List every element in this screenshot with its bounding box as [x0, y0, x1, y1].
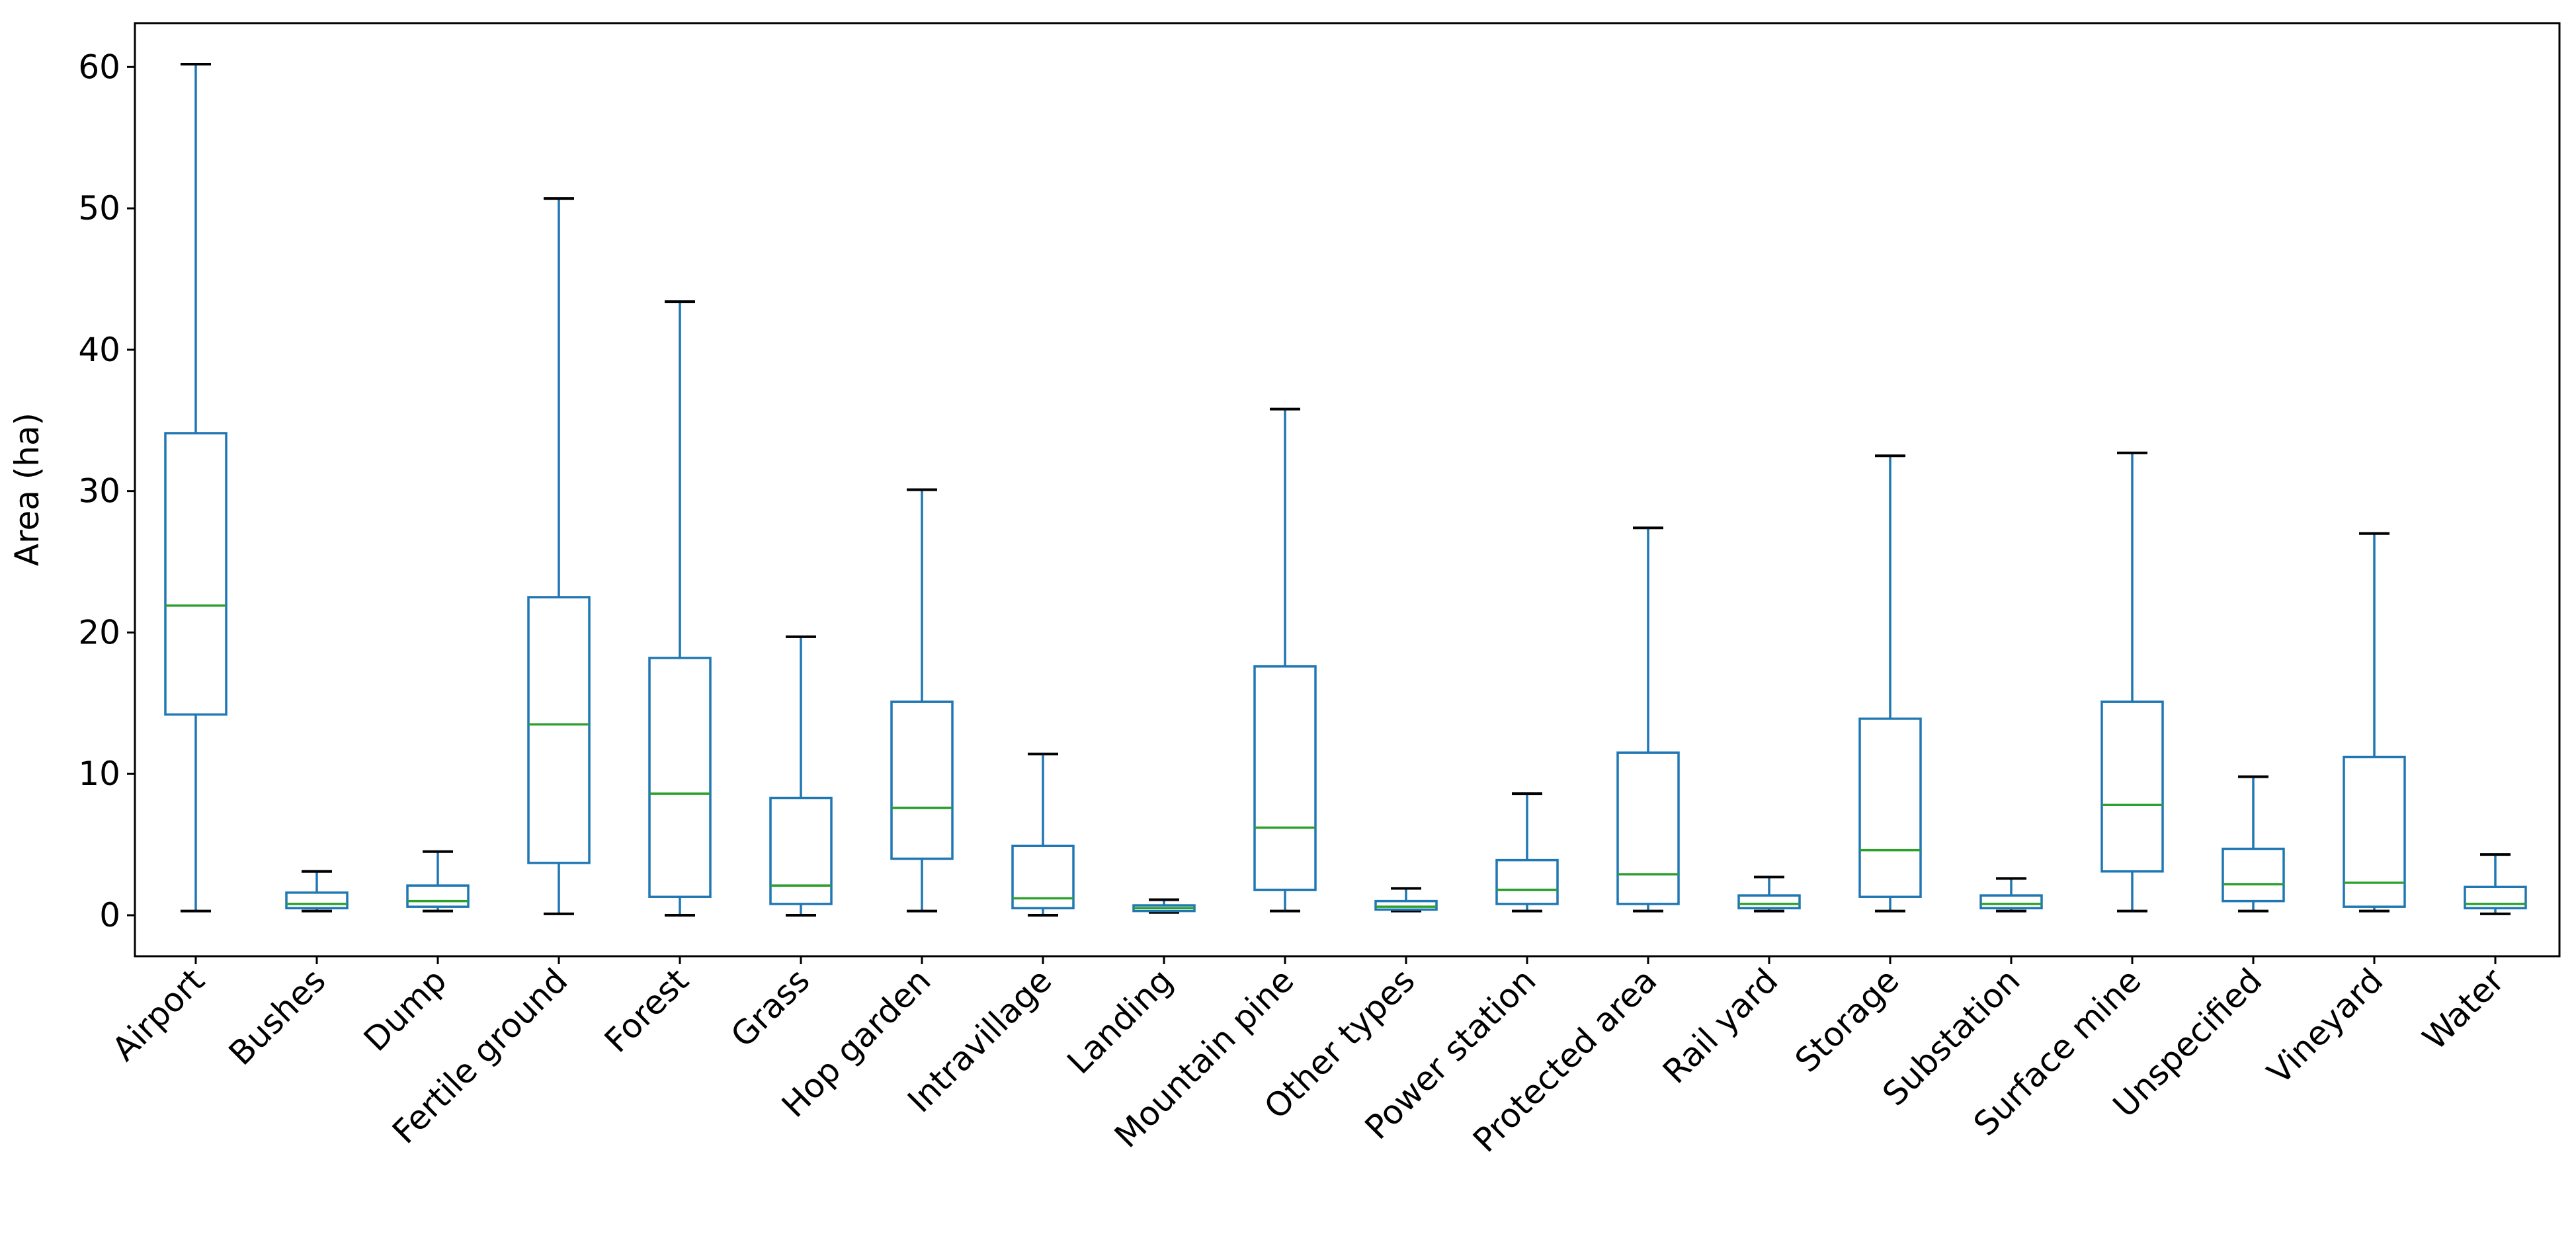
x-tick-label: Dump	[356, 961, 454, 1059]
x-tick-label: Rail yard	[1655, 961, 1785, 1090]
box-substation	[1979, 894, 2043, 910]
y-tick-label: 60	[78, 48, 120, 86]
box-fertile-ground	[527, 596, 591, 864]
x-tick-label: Airport	[104, 961, 212, 1068]
box-other-types	[1374, 899, 1438, 911]
box-forest	[648, 657, 712, 898]
box-rail-yard	[1737, 894, 1801, 910]
box-mountain-pine	[1253, 665, 1317, 891]
y-tick-label: 20	[78, 613, 120, 651]
y-axis-label: Area (ha)	[8, 413, 46, 566]
x-tick-label: Water	[2415, 961, 2512, 1057]
plot-frame	[134, 22, 2561, 958]
box-storage	[1858, 718, 1922, 898]
y-tick-label: 50	[78, 189, 120, 227]
x-tick-label: Forest	[597, 961, 696, 1060]
box-dump	[406, 884, 470, 908]
y-tick-label: 40	[78, 331, 120, 369]
x-tick-label: Storage	[1788, 961, 1906, 1079]
box-power-station	[1495, 858, 1559, 905]
x-tick-label: Grass	[724, 961, 817, 1054]
box-hop-garden	[890, 700, 954, 860]
x-tick-label: Landing	[1060, 961, 1181, 1081]
box-surface-mine	[2100, 700, 2164, 873]
box-water	[2464, 885, 2527, 910]
y-tick-label: 30	[78, 472, 120, 511]
box-protected-area	[1616, 751, 1680, 905]
x-tick-label: Bushes	[222, 961, 333, 1073]
y-tick-label: 0	[99, 896, 120, 934]
box-airport	[164, 432, 228, 716]
box-grass	[769, 796, 833, 905]
box-unspecified	[2222, 847, 2285, 903]
box-vineyard	[2343, 755, 2406, 908]
box-intravillage	[1011, 844, 1075, 910]
y-tick-label: 10	[78, 755, 120, 793]
box-bushes	[285, 891, 349, 910]
x-tick-label: Vineyard	[2260, 961, 2390, 1091]
